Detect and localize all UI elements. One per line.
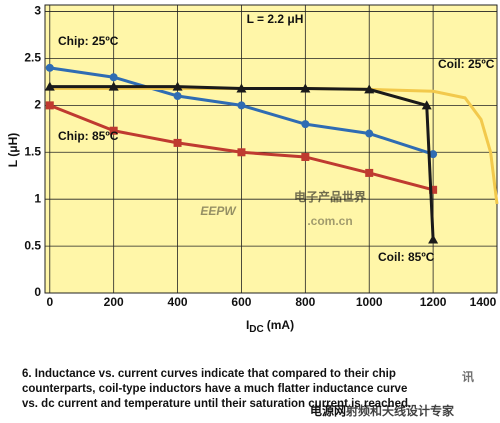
x-tick-label: 400 [168,295,188,309]
marker [109,126,118,135]
marker [236,83,247,93]
watermark-cn: 电子产品世界 [294,189,366,204]
marker [429,150,438,159]
series-label: Chip: 85ºC [58,129,119,143]
watermark-site: 电源网 [310,403,346,418]
marker [173,138,182,147]
marker [109,73,118,82]
x-tick-label: 800 [295,295,315,309]
x-label-sub: DC [249,324,263,335]
x-tick-label: 600 [231,295,251,309]
y-tick-label: 1.5 [24,144,41,158]
y-tick-label: 2 [34,98,41,112]
marker [365,129,374,138]
marker [428,234,439,244]
watermark-logo: EEPW [200,204,237,218]
marker [237,148,246,157]
x-tick-label: 1400 [470,295,497,309]
x-tick-label: 1200 [420,295,447,309]
x-label-main: I [246,318,249,332]
caption-line: 6. Inductance vs. current curves indicat… [22,368,396,380]
caption-line: vs. dc current and temperature until the… [22,398,411,410]
watermark-mark: 讯 [462,370,474,384]
marker [173,91,182,100]
marker [429,185,438,194]
marker [45,63,54,72]
marker [44,81,55,91]
annotation: L = 2.2 μH [247,12,304,26]
x-tick-label: 200 [104,295,124,309]
series-line [49,85,435,240]
marker [172,81,183,91]
marker [108,81,119,91]
marker [300,83,311,93]
y-tick-label: 1 [34,191,41,205]
y-tick-label: 3 [34,4,41,18]
watermark-domain: .com.cn [307,214,352,228]
marker [301,152,310,161]
y-tick-label: 0 [34,285,41,299]
watermark-slogan: 射频和天线设计专家 [345,403,455,418]
y-axis-label: L (μH) [6,133,20,167]
marker [45,101,54,110]
marker [365,168,374,177]
x-label-unit: (mA) [267,318,294,332]
y-tick-label: 2.5 [24,51,41,65]
x-tick-label: 1000 [356,295,383,309]
series-label: Coil: 25ºC [438,57,495,71]
marker [237,101,246,110]
marker [301,120,310,129]
y-tick-label: 0.5 [24,238,41,252]
marker [421,100,432,110]
series-label: Chip: 25ºC [58,34,119,48]
caption-line: counterparts, coil-type inductors have a… [22,383,407,395]
x-tick-label: 0 [46,295,53,309]
marker [364,84,375,94]
series-label: Coil: 85ºC [378,250,435,264]
x-axis-label: IDC (mA) [246,318,294,334]
